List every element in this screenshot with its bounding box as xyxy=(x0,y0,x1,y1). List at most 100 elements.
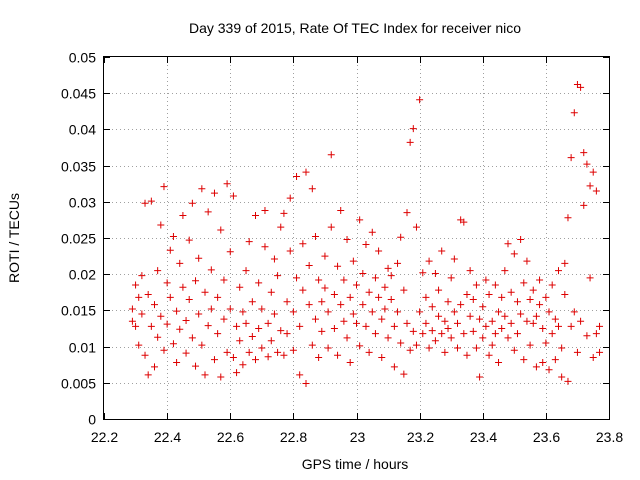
data-point-0-234 xyxy=(498,293,506,301)
data-point-0-261 xyxy=(539,359,547,367)
data-point-0-151 xyxy=(365,348,373,356)
data-point-0-64 xyxy=(229,192,237,200)
data-point-0-160 xyxy=(381,283,389,291)
data-point-0-141 xyxy=(349,257,357,265)
data-point-0-132 xyxy=(337,301,345,309)
data-point-0-191 xyxy=(428,327,436,335)
data-point-0-153 xyxy=(368,228,376,236)
data-point-0-140 xyxy=(349,310,357,318)
data-point-0-206 xyxy=(454,319,461,327)
data-point-0-14 xyxy=(151,301,158,309)
data-point-0-12 xyxy=(147,322,155,330)
data-point-0-240 xyxy=(507,288,515,296)
data-point-0-294 xyxy=(592,187,600,195)
data-point-0-68 xyxy=(236,283,244,291)
data-point-0-48 xyxy=(204,208,212,216)
data-point-0-179 xyxy=(409,125,417,133)
data-point-0-260 xyxy=(539,325,547,332)
data-point-0-202 xyxy=(447,274,455,282)
data-point-0-41 xyxy=(192,362,200,370)
data-point-0-109 xyxy=(299,286,307,294)
data-point-0-178 xyxy=(409,327,417,335)
data-point-0-264 xyxy=(545,308,553,316)
data-point-0-17 xyxy=(154,333,162,341)
data-point-0-144 xyxy=(356,216,364,224)
data-point-0-225 xyxy=(482,322,490,330)
data-point-0-98 xyxy=(283,298,291,306)
data-point-0-70 xyxy=(239,308,247,316)
data-point-0-218 xyxy=(472,344,480,352)
data-point-0-257 xyxy=(532,363,540,371)
data-point-0-259 xyxy=(536,276,544,284)
data-point-0-159 xyxy=(378,353,386,361)
data-point-0-118 xyxy=(315,276,323,284)
data-point-0-229 xyxy=(488,341,496,349)
data-point-0-249 xyxy=(520,356,528,364)
data-point-0-9 xyxy=(141,199,149,207)
y-tick-label-1: 0.005 xyxy=(61,376,96,392)
data-point-0-30 xyxy=(176,259,184,267)
data-point-0-29 xyxy=(173,359,181,367)
data-point-0-21 xyxy=(160,346,168,354)
data-point-0-16 xyxy=(154,267,162,275)
data-point-0-85 xyxy=(261,206,269,214)
data-point-0-28 xyxy=(173,307,181,315)
data-point-0-251 xyxy=(523,257,531,265)
data-point-0-256 xyxy=(532,312,540,320)
data-point-0-92 xyxy=(274,348,282,356)
data-point-0-247 xyxy=(517,310,525,318)
data-point-0-89 xyxy=(267,337,275,345)
data-point-0-183 xyxy=(416,308,424,316)
data-point-0-69 xyxy=(236,337,244,345)
data-point-0-133 xyxy=(337,206,345,214)
data-point-0-121 xyxy=(318,327,326,335)
data-point-0-26 xyxy=(169,340,177,348)
data-point-0-130 xyxy=(334,262,342,270)
y-tick-label-4: 0.02 xyxy=(69,267,96,283)
data-point-0-38 xyxy=(188,334,196,342)
data-point-0-277 xyxy=(564,377,572,385)
y-tick-label-9: 0.045 xyxy=(61,86,96,102)
data-point-0-36 xyxy=(185,236,193,244)
data-point-0-15 xyxy=(151,363,158,371)
data-point-0-99 xyxy=(283,330,291,338)
data-point-0-167 xyxy=(390,363,398,371)
data-point-0-273 xyxy=(558,373,566,381)
data-point-0-37 xyxy=(185,296,193,304)
data-point-0-40 xyxy=(192,277,200,285)
data-point-0-168 xyxy=(394,259,402,267)
data-point-0-196 xyxy=(438,330,446,338)
data-point-0-75 xyxy=(245,238,253,246)
chart-title: Day 339 of 2015, Rate Of TEC Index for r… xyxy=(189,20,521,36)
data-point-0-252 xyxy=(526,296,534,304)
data-point-0-58 xyxy=(220,276,228,284)
data-point-0-266 xyxy=(548,281,556,289)
data-point-0-104 xyxy=(293,274,301,282)
data-point-0-227 xyxy=(485,290,493,298)
data-point-0-95 xyxy=(277,327,285,335)
data-point-0-83 xyxy=(258,344,266,352)
data-point-0-230 xyxy=(491,281,499,289)
data-point-0-190 xyxy=(428,303,436,311)
y-tick-label-7: 0.035 xyxy=(61,159,96,175)
data-point-0-254 xyxy=(529,286,537,294)
data-point-0-222 xyxy=(479,334,487,342)
data-point-0-86 xyxy=(264,319,272,327)
data-point-0-231 xyxy=(491,330,499,338)
data-point-0-78 xyxy=(252,212,259,220)
data-point-0-136 xyxy=(343,235,351,243)
data-point-0-52 xyxy=(210,356,218,364)
data-point-0-57 xyxy=(217,373,225,381)
data-point-0-46 xyxy=(201,288,209,296)
data-point-0-127 xyxy=(327,151,335,159)
data-point-0-71 xyxy=(239,361,247,369)
data-point-0-107 xyxy=(296,371,304,379)
y-tick-label-5: 0.025 xyxy=(61,231,96,247)
x-tick-labels: 22.2 22.4 22.6 22.8 23 23.2 23.4 23.6 23.8 xyxy=(91,429,623,445)
data-point-0-59 xyxy=(220,315,228,323)
data-point-0-207 xyxy=(454,344,461,352)
data-point-0-137 xyxy=(343,334,351,342)
data-point-0-74 xyxy=(245,348,253,356)
data-point-0-200 xyxy=(444,298,452,306)
